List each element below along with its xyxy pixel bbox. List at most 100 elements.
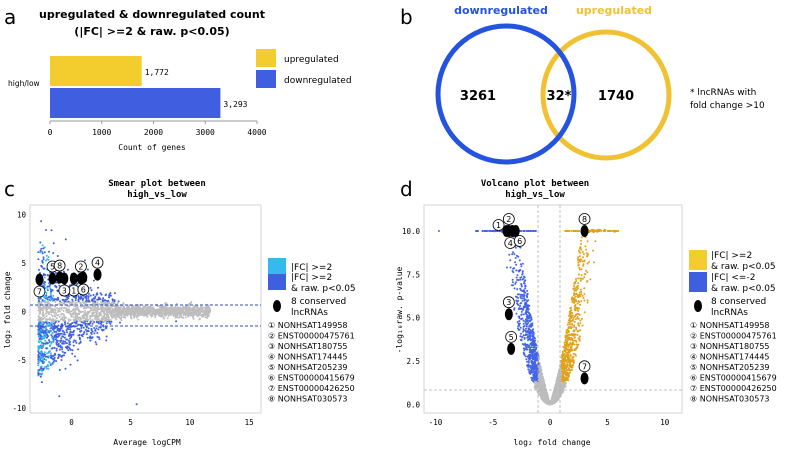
smear-point (114, 305, 117, 308)
volcano-point (580, 274, 583, 277)
volcano-point (586, 240, 589, 243)
smear-point (49, 288, 52, 291)
volcano-point (573, 282, 576, 285)
smear-point (41, 362, 44, 365)
volcano-point (517, 325, 520, 328)
volcano-point (574, 295, 577, 298)
smear-point (40, 247, 43, 250)
smear-point (46, 331, 49, 334)
smear-point (44, 301, 47, 304)
smear-point (188, 302, 191, 305)
smear-point (200, 314, 203, 316)
smear-point (75, 315, 78, 318)
smear-point (46, 352, 49, 355)
volcano-point (519, 278, 522, 281)
smear-point (108, 318, 110, 321)
smear-x-axis-label: Average logCPM (113, 438, 181, 447)
smear-point (147, 310, 150, 312)
smear-point (62, 298, 65, 301)
smear-point (80, 321, 83, 323)
volcano-point (528, 325, 531, 328)
smear-point (178, 308, 181, 311)
volcano-point (577, 277, 580, 280)
volcano-point (519, 305, 521, 307)
volcano-point (515, 312, 518, 315)
volcano-point (513, 287, 516, 290)
smear-point (45, 254, 48, 257)
volcano-point (578, 255, 581, 258)
smear-point (40, 381, 43, 384)
smear-legend-fcp2: & raw. p<0.05 (291, 284, 356, 294)
smear-point (122, 302, 125, 305)
smear-point (72, 333, 75, 336)
smear-point (80, 327, 83, 329)
smear-point (60, 308, 63, 311)
smear-plot-frame (29, 204, 262, 414)
smear-point (89, 339, 92, 342)
smear-point (167, 312, 170, 315)
panel-label-c: c (4, 177, 15, 201)
smear-point (46, 306, 49, 309)
smear-point (78, 328, 81, 331)
smear-point (50, 327, 53, 329)
venn-count-up-only: 1740 (598, 89, 634, 104)
smear-point (87, 300, 90, 303)
smear-point (78, 342, 81, 345)
volcano-point (581, 324, 584, 327)
volcano-point (527, 368, 530, 371)
volcano-point (560, 368, 563, 371)
volcano-point (579, 260, 582, 263)
smear-point (116, 310, 119, 312)
smear-point (129, 315, 132, 318)
smear-point (197, 314, 200, 317)
smear-point (160, 312, 163, 315)
smear-point (55, 317, 58, 320)
smear-point (58, 334, 61, 337)
smear-point (149, 306, 152, 308)
smear-point (195, 310, 198, 313)
smear-point (87, 295, 90, 298)
volcano-point (584, 245, 587, 248)
smear-point (172, 312, 175, 315)
volcano-point (573, 285, 575, 288)
smear-point (57, 345, 60, 348)
volcano-point (567, 379, 570, 382)
volcano-point (525, 323, 528, 326)
smear-point (94, 307, 97, 310)
volcano-plot-frame (423, 204, 683, 414)
smear-point (51, 347, 54, 349)
smear-point (51, 355, 54, 358)
volcano-point (570, 309, 573, 312)
smear-point (79, 301, 82, 304)
smear-point (92, 279, 95, 282)
volcano-point (580, 243, 583, 245)
smear-point (64, 298, 67, 301)
smear-point (55, 336, 58, 339)
volcano-point (579, 303, 582, 306)
volcano-point (533, 350, 536, 353)
volcano-point (510, 284, 513, 287)
venn-label-down: downregulated (454, 4, 548, 17)
smear-point (44, 273, 47, 276)
smear-point (92, 314, 94, 317)
smear-point (61, 342, 64, 344)
smear-point (94, 316, 97, 319)
smear-point (119, 321, 121, 324)
smear-point (39, 340, 42, 343)
smear-point (91, 306, 94, 309)
volcano-point (513, 267, 516, 270)
volcano-point (535, 369, 538, 372)
smear-point (42, 274, 45, 277)
smear-point (131, 309, 134, 312)
volcano-point (520, 302, 523, 305)
volcano-point (568, 317, 571, 320)
volcano-point (523, 275, 525, 278)
smear-point (74, 317, 77, 320)
smear-point (83, 322, 86, 325)
smear-point (97, 296, 100, 299)
smear-point (95, 343, 98, 346)
smear-point (123, 307, 126, 310)
volcano-point (592, 249, 595, 252)
volcano-point (527, 335, 529, 338)
smear-point (155, 309, 158, 312)
